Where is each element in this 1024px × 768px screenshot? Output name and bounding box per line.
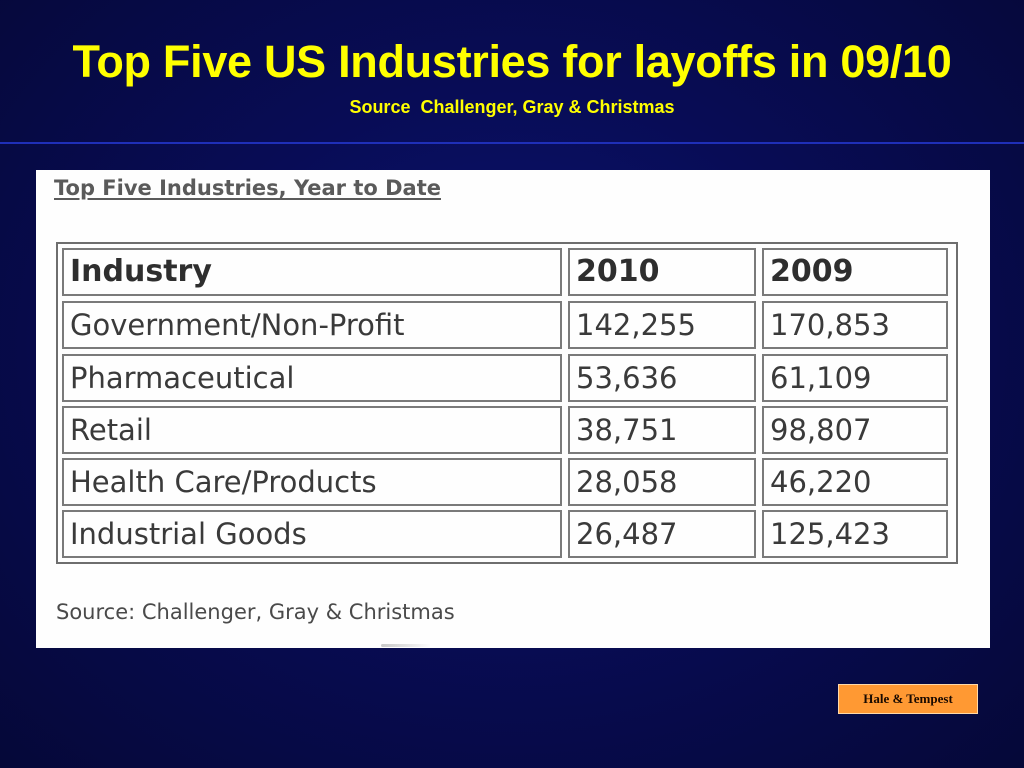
table-cell-2010: 38,751 [568,406,756,454]
title-divider [0,142,1024,144]
table-cell-industry: Health Care/Products [62,458,562,506]
table-cell-2009: 170,853 [762,301,948,349]
table-cell-2009: 125,423 [762,510,948,558]
table-cell-2009: 61,109 [762,354,948,402]
layoffs-table: Industry 2010 2009 Government/Non-Profit… [56,242,958,564]
table-cell-2010: 28,058 [568,458,756,506]
scan-artifact [381,644,431,647]
table-cell-industry: Industrial Goods [62,510,562,558]
column-header-industry: Industry [62,248,562,296]
slide-subtitle: Source Challenger, Gray & Christmas [349,97,675,117]
table-cell-2009: 98,807 [762,406,948,454]
table-cell-2009: 46,220 [762,458,948,506]
table-heading: Top Five Industries, Year to Date [54,176,441,200]
table-cell-industry: Government/Non-Profit [62,301,562,349]
table-cell-industry: Retail [62,406,562,454]
table-cell-industry: Pharmaceutical [62,354,562,402]
table-cell-2010: 53,636 [568,354,756,402]
scanned-table-image: Top Five Industries, Year to Date Indust… [36,170,990,648]
table-source-note: Source: Challenger, Gray & Christmas [56,600,455,624]
slide-title: Top Five US Industries for layoffs in 09… [72,36,952,87]
table-cell-2010: 142,255 [568,301,756,349]
column-header-2010: 2010 [568,248,756,296]
table-cell-2010: 26,487 [568,510,756,558]
hale-tempest-badge: Hale & Tempest [838,684,978,714]
column-header-2009: 2009 [762,248,948,296]
